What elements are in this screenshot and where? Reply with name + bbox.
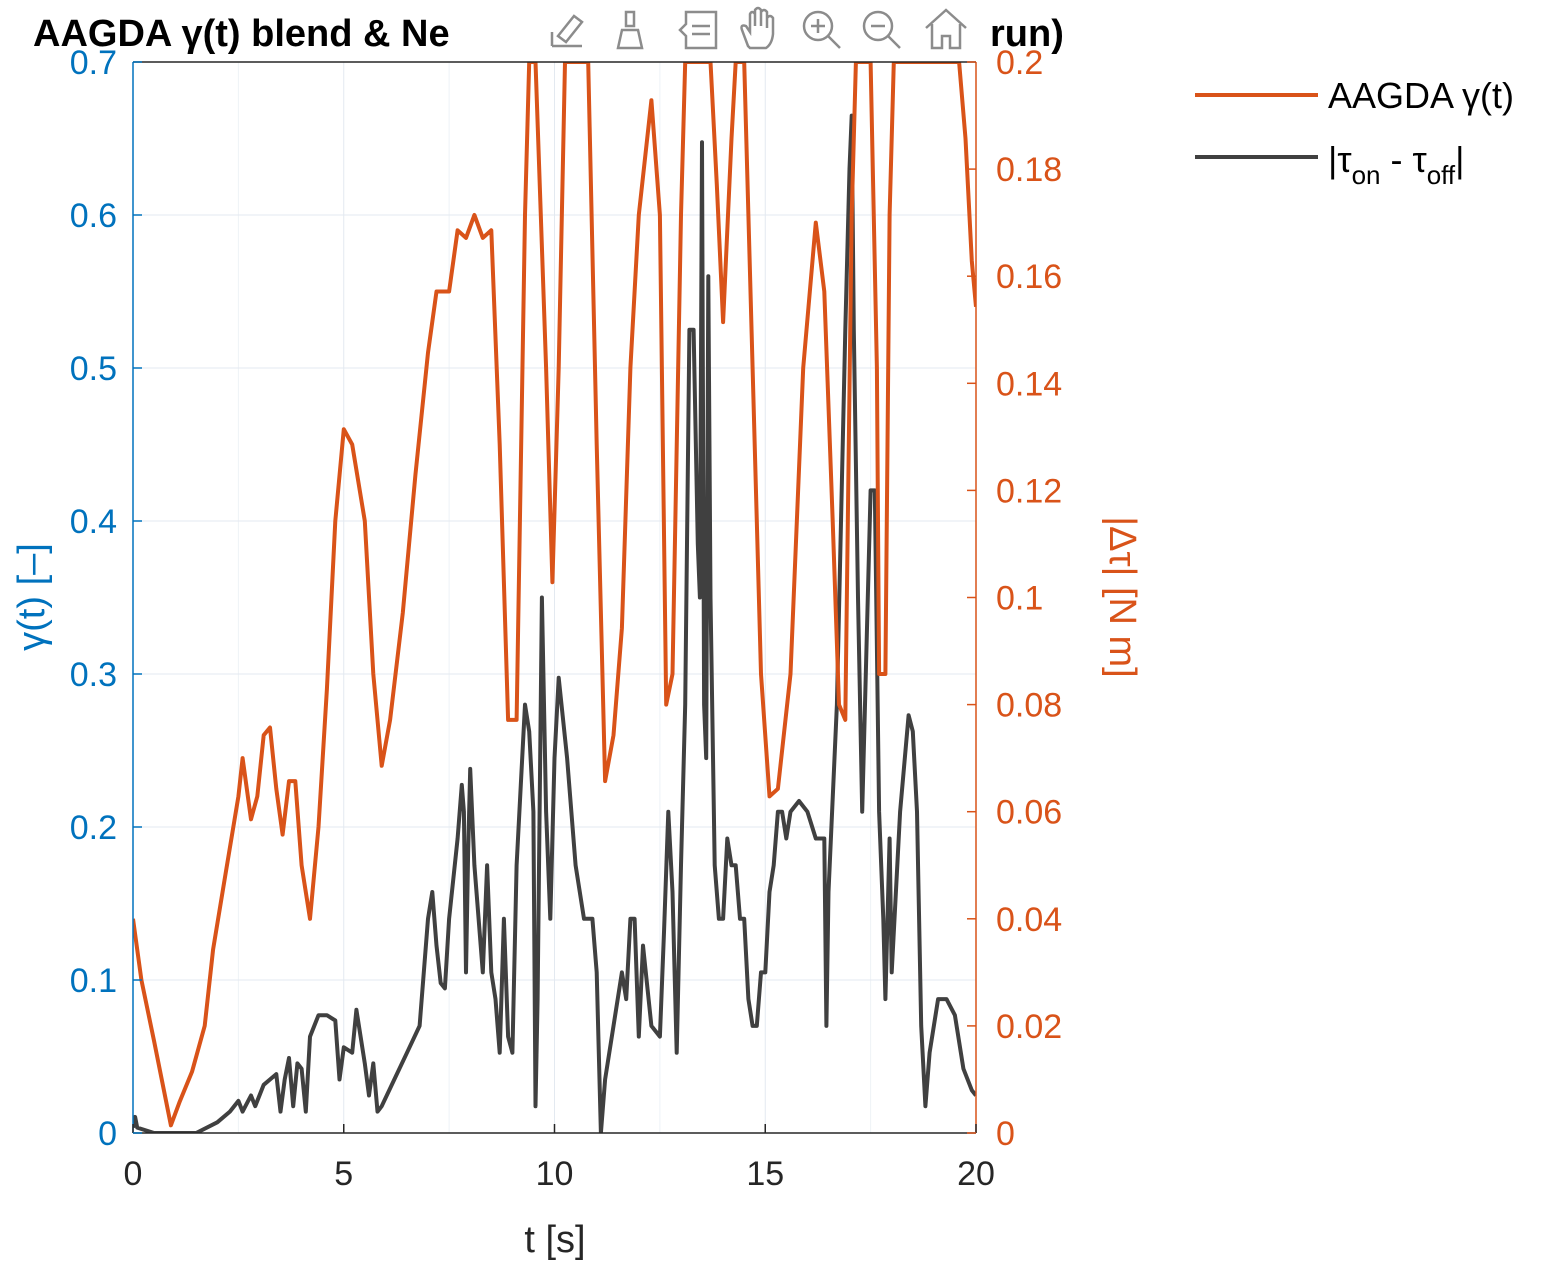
- x-tick-label: 0: [124, 1155, 143, 1193]
- series-line-delta-tau: [133, 113, 976, 1133]
- legend-label-delta-tau: |τon - τoff|: [1328, 139, 1465, 190]
- y-left-tick-label: 0.7: [70, 44, 117, 82]
- legend-label-part-1: |τ: [1328, 139, 1352, 180]
- brush-icon[interactable]: [616, 10, 644, 50]
- pan-icon[interactable]: [740, 6, 775, 50]
- y-right-tick-label: 0.16: [996, 258, 1062, 296]
- y-right-tick-label: 0.04: [996, 901, 1062, 939]
- datatip-icon[interactable]: [678, 10, 718, 50]
- y-right-tick-label: 0.18: [996, 151, 1062, 189]
- legend-label-part-3: |: [1455, 139, 1464, 180]
- export-icon[interactable]: [550, 14, 584, 48]
- y-right-tick-label: 0.08: [996, 687, 1062, 725]
- legend: AAGDA γ(t) |τon - τoff|: [1195, 75, 1514, 190]
- y-left-tick-label: 0.3: [70, 656, 117, 694]
- legend-label-gamma: AAGDA γ(t): [1328, 75, 1514, 116]
- x-tick-label: 20: [957, 1155, 995, 1193]
- zoom-in-icon[interactable]: [802, 10, 841, 49]
- y-axis-right-label: |Δτ| [N m]: [1101, 516, 1143, 677]
- y-left-tick-label: 0.6: [70, 197, 117, 235]
- y-right-tick-label: 0.12: [996, 472, 1062, 510]
- x-axis-label: t [s]: [524, 1219, 585, 1261]
- y-right-tick-label: 0.1: [996, 580, 1043, 618]
- legend-label-part-2: - τ: [1381, 139, 1427, 180]
- legend-label-sub-on: on: [1352, 160, 1381, 190]
- y-right-tick-label: 0: [996, 1115, 1015, 1153]
- y-right-tick-label: 0.06: [996, 794, 1062, 832]
- series-layer: [133, 62, 976, 1133]
- y-right-tick-label: 0.2: [996, 44, 1043, 82]
- chart-title-left: AAGDA γ(t) blend & Ne: [33, 13, 450, 55]
- x-tick-label: 5: [334, 1155, 353, 1193]
- y-right-tick-label: 0.14: [996, 365, 1062, 403]
- tick-marks: [132, 61, 977, 1134]
- legend-label-sub-off: off: [1427, 160, 1456, 190]
- y-right-tick-label: 0.02: [996, 1008, 1062, 1046]
- y-left-tick-label: 0: [98, 1115, 117, 1153]
- chart-title-right: run): [990, 13, 1064, 55]
- y-axis-left-label: γ(t) [–]: [11, 543, 53, 651]
- x-tick-label: 10: [536, 1155, 574, 1193]
- home-icon[interactable]: [925, 8, 967, 50]
- y-left-tick-label: 0.4: [70, 503, 117, 541]
- series-line-gamma: [133, 62, 976, 1128]
- y-left-tick-label: 0.1: [70, 962, 117, 1000]
- zoom-out-icon[interactable]: [862, 10, 901, 49]
- y-left-tick-label: 0.5: [70, 350, 117, 388]
- axes-toolbar: [540, 2, 980, 56]
- tick-labels: 0 5 10 15 2000.10.20.30.40.50.60.700.020.040…: [70, 44, 1062, 1193]
- y-left-tick-label: 0.2: [70, 809, 117, 847]
- x-tick-label: 15: [746, 1155, 784, 1193]
